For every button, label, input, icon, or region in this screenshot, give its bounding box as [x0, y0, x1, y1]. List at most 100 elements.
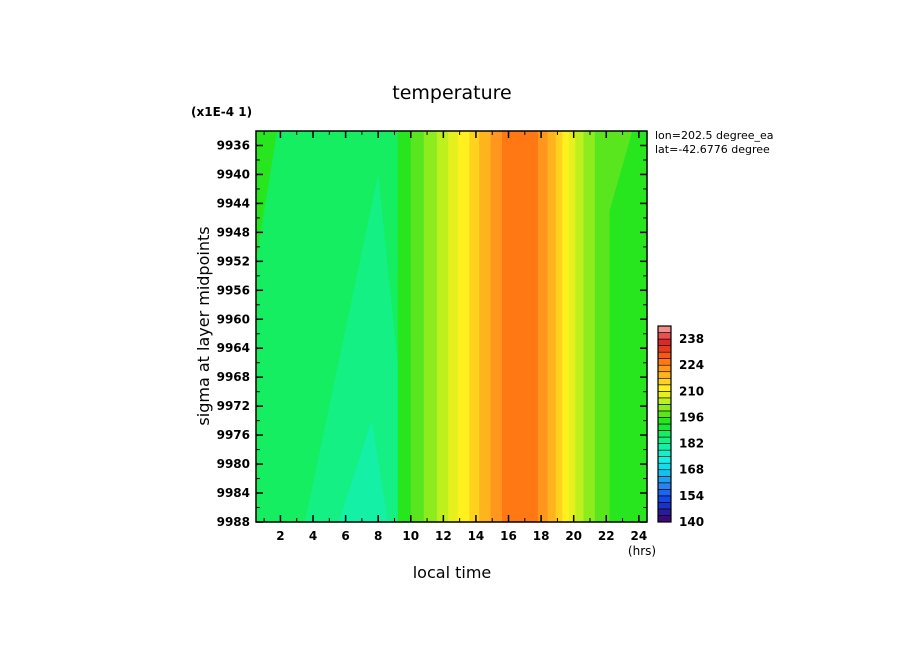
colorbar-swatch	[657, 397, 672, 405]
colorbar-swatch	[657, 371, 672, 379]
contour-band	[502, 131, 539, 522]
colorbar-swatch	[657, 469, 672, 477]
x-tick-label: 18	[533, 529, 550, 543]
x-tick-label: 8	[374, 529, 382, 543]
contour-patches	[256, 131, 647, 522]
y-tick-label: 9956	[217, 283, 250, 297]
contour-band	[423, 131, 438, 522]
x-tick-label: 14	[468, 529, 485, 543]
contour-band	[436, 131, 449, 522]
y-tick-label: 9972	[217, 399, 250, 413]
y-axis: 9936 9940 9944 9948 9952 9956 9960 9964 9968 9972…	[217, 130, 647, 529]
colorbar-frame	[657, 325, 672, 523]
colorbar-swatch	[657, 515, 672, 523]
colorbar-swatch	[657, 384, 672, 392]
y-axis-label: sigma at layer midpoints	[194, 226, 213, 425]
colorbar-swatch	[657, 417, 672, 425]
contour-band	[568, 131, 576, 522]
contour-band	[479, 131, 492, 522]
colorbar-swatch	[657, 449, 672, 457]
colorbar-swatch	[657, 345, 672, 353]
contour-band	[448, 131, 459, 522]
colorbar-swatch	[657, 443, 672, 451]
colorbar-swatch	[657, 436, 672, 444]
x-tick-label: 16	[500, 529, 517, 543]
colorbar-swatch	[657, 358, 672, 366]
colorbar-swatch	[657, 475, 672, 484]
colorbar-ticks: 140 154 168 182 196 210 224 238	[679, 332, 704, 529]
y-tick-label: 9964	[217, 341, 250, 355]
colorbar-swatch	[657, 332, 672, 340]
y-tick-label: 9944	[217, 196, 250, 210]
colorbar-swatch	[657, 391, 672, 399]
contour-patch	[609, 246, 647, 522]
contour-band	[555, 131, 563, 522]
colorbar-tick-label: 238	[679, 332, 704, 346]
plot-frame	[255, 130, 648, 523]
y-tick-label: 9936	[217, 138, 250, 152]
colorbar-swatch	[657, 495, 672, 503]
colorbar-swatch	[657, 325, 672, 333]
x-axis: 2 4 6 8 10 12 14 16 18 20 22 24	[263, 131, 648, 543]
colorbar-swatch	[657, 430, 672, 438]
y-tick-label: 9940	[217, 167, 250, 181]
colorbar-tick-label: 140	[679, 515, 704, 529]
x-tick-label: 6	[341, 529, 349, 543]
contour-band	[547, 131, 557, 522]
chart-title: temperature	[392, 82, 511, 104]
colorbar-tick-label: 168	[679, 463, 704, 477]
x-tick-label: 24	[631, 529, 648, 543]
y-tick-label: 9980	[217, 457, 250, 471]
colorbar-swatch	[657, 482, 672, 490]
colorbar-swatch	[657, 410, 672, 418]
x-tick-label: 4	[309, 529, 317, 543]
x-tick-label: 10	[402, 529, 419, 543]
colorbar-swatch	[657, 508, 672, 516]
contour-band	[490, 131, 503, 522]
contour-fill	[256, 131, 648, 522]
contour-patch	[609, 131, 633, 211]
contour-band	[458, 131, 471, 522]
scale-note: (x1E-4 1)	[191, 105, 252, 119]
colorbar-swatch	[657, 423, 672, 431]
colorbar	[657, 325, 672, 523]
colorbar-swatch	[657, 502, 672, 510]
colorbar-tick-label: 224	[679, 358, 704, 372]
contour-band	[575, 131, 585, 522]
y-tick-label: 9952	[217, 254, 250, 268]
colorbar-tick-label: 196	[679, 410, 704, 424]
colorbar-swatch	[657, 456, 672, 464]
contour-patch	[256, 131, 278, 262]
y-tick-label: 9984	[217, 486, 250, 500]
y-tick-label: 9976	[217, 428, 250, 442]
contour-band	[410, 131, 425, 522]
x-axis-label: local time	[413, 563, 492, 582]
colorbar-swatch	[657, 462, 672, 471]
colorbar-swatch	[657, 351, 672, 359]
colorbar-swatch	[657, 404, 672, 412]
y-tick-label: 9960	[217, 312, 250, 326]
colorbar-tick-label: 182	[679, 437, 704, 451]
y-tick-label: 9968	[217, 370, 250, 384]
contour-patch	[339, 420, 388, 522]
colorbar-tick-label: 210	[679, 384, 704, 398]
info-lat: lat=-42.6776 degree	[655, 143, 770, 156]
contour-patch	[304, 174, 398, 522]
x-tick-label: 20	[565, 529, 582, 543]
contour-band	[469, 131, 480, 522]
contour-band	[583, 131, 596, 522]
colorbar-tick-label: 154	[679, 489, 704, 503]
y-tick-label: 9988	[217, 515, 250, 529]
colorbar-swatch	[657, 364, 672, 373]
x-tick-label: 2	[276, 529, 284, 543]
contour-band	[594, 131, 611, 522]
x-tick-label: 22	[598, 529, 615, 543]
info-lon: lon=202.5 degree_ea	[655, 129, 774, 142]
x-axis-unit: (hrs)	[628, 544, 656, 558]
contour-band	[537, 131, 549, 522]
colorbar-swatch	[657, 338, 672, 346]
colorbar-swatch	[657, 377, 672, 386]
contour-band	[397, 131, 412, 522]
contour-band	[562, 131, 570, 522]
